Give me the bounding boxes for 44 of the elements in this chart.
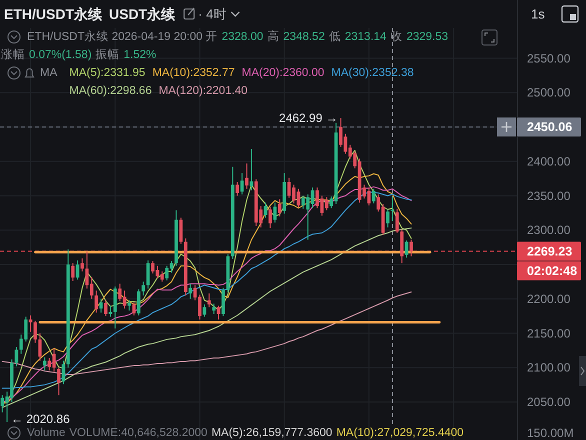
annotation: 150.00M bbox=[527, 426, 574, 440]
annotation: ETH/USDT永续 2026-04-19 20:00 开 bbox=[27, 31, 218, 43]
countdown-label: 02:02:48 bbox=[517, 261, 581, 280]
annotation: 2462.99 → bbox=[279, 111, 338, 126]
ref-label: 2450.06 bbox=[517, 117, 581, 136]
tick-label: 2150.00 bbox=[527, 326, 570, 340]
subtitle: USDT永续 bbox=[109, 6, 176, 22]
legend-item: MA(120):2201.40 bbox=[158, 85, 248, 97]
annotation: 低 bbox=[328, 31, 341, 43]
annotation: 0.07%(1.58) bbox=[29, 49, 92, 61]
annotation: 收 bbox=[390, 31, 402, 43]
annotation: Volume bbox=[27, 427, 66, 439]
annotation: 涨幅 bbox=[1, 49, 25, 61]
annotation: 2313.14 bbox=[344, 31, 386, 43]
legend-item: MA(30):2352.38 bbox=[331, 67, 414, 79]
tick-label: 2300.00 bbox=[527, 223, 570, 238]
tick-label: 2100.00 bbox=[527, 360, 570, 375]
ref-line-label: 2269.23 bbox=[527, 244, 572, 258]
annotation: 高 bbox=[267, 31, 280, 43]
legend-item: MA(10):2352.77 bbox=[152, 67, 235, 79]
tick-label: 2550.00 bbox=[527, 51, 570, 66]
ref-line-label: 2450.06 bbox=[527, 120, 572, 134]
annotation: 2328.00 bbox=[222, 31, 264, 43]
tick-label: 2200.00 bbox=[527, 292, 570, 306]
annotation: 2329.53 bbox=[406, 31, 448, 43]
annotation: MA(10):27,029,725.4400 bbox=[336, 427, 464, 439]
annotation: · 4时 bbox=[198, 6, 226, 22]
annotation: VOLUME:40,646,528.2000 bbox=[69, 427, 208, 439]
annotation: 1.52% bbox=[124, 49, 156, 61]
tick-label: 2400.00 bbox=[527, 154, 570, 168]
annotation: 振幅 bbox=[96, 49, 120, 61]
tick-label: 2350.00 bbox=[527, 188, 570, 203]
title: ETH/USDT永续 bbox=[4, 6, 102, 22]
legend-item: MA(5):2331.95 bbox=[69, 67, 146, 79]
tick-label: 2050.00 bbox=[527, 395, 570, 409]
annotation: 1s bbox=[531, 6, 545, 22]
ref-label: 2269.23 bbox=[517, 242, 581, 261]
annotation: MA bbox=[40, 67, 58, 79]
legend-item: MA(60):2298.66 bbox=[69, 85, 152, 97]
annotation: ← 2020.86 bbox=[11, 412, 70, 426]
tick-label: 2500.00 bbox=[527, 86, 570, 100]
legend-item: MA(20):2360.00 bbox=[242, 67, 324, 79]
annotation: MA(5):26,159,777.3600 bbox=[211, 427, 332, 439]
annotation: 2348.52 bbox=[283, 31, 325, 43]
